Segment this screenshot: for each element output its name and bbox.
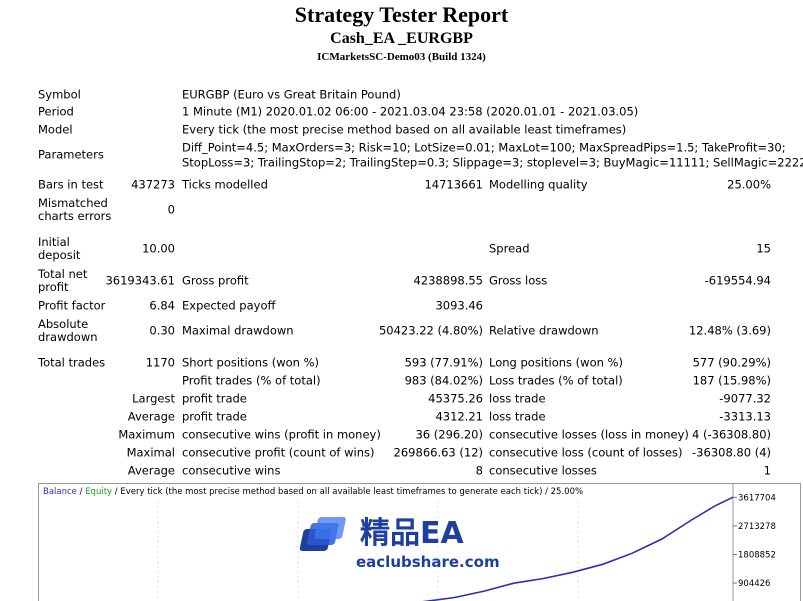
stat-value: -3313.13 (719, 409, 771, 424)
stat-value: 3619343.61 (105, 273, 175, 288)
stat-label: Relative drawdown (489, 323, 599, 338)
stat-value: 983 (84.02%) (404, 373, 483, 388)
report-subtitle: Cash_EA _EURGBP (330, 30, 473, 47)
info-value: StopLoss=3; TrailingStop=2; TrailingStep… (182, 155, 803, 169)
stat-value: Largest (132, 391, 175, 406)
stat-label: consecutive losses (loss in money) (489, 427, 689, 442)
stat-label: Gross profit (182, 273, 249, 288)
stat-value: 0.30 (149, 323, 175, 338)
stat-value: 4 (-36308.80) (692, 427, 771, 442)
legend-text: / (115, 487, 118, 497)
info-value: EURGBP (Euro vs Great Britain Pound) (182, 87, 401, 102)
stat-label: Long positions (won %) (489, 355, 623, 370)
stat-label: Short positions (won %) (182, 355, 320, 370)
legend-text: Every tick (the most precise method base… (120, 487, 583, 497)
stat-value: 50423.22 (4.80%) (378, 323, 483, 338)
stat-value: Average (127, 409, 175, 424)
stat-value: Maximal (126, 445, 175, 460)
server-info: ICMarketsSC-Demo03 (Build 1324) (317, 51, 486, 63)
info-label: Parameters (38, 147, 104, 162)
stat-value: Maximum (118, 427, 175, 442)
stat-value: 187 (15.98%) (692, 373, 771, 388)
stat-value: 577 (90.29%) (692, 355, 771, 370)
legend-text: Balance (43, 487, 77, 497)
stat-label: consecutive loss (count of losses) (489, 445, 683, 460)
graph-legend: Balance / Equity / Every tick (the most … (43, 487, 583, 497)
stat-value: 593 (77.91%) (404, 355, 483, 370)
stat-label: Ticks modelled (182, 177, 268, 192)
stat-label: loss trade (489, 391, 546, 406)
stat-value: 4238898.55 (413, 273, 483, 288)
stat-value: -36308.80 (4) (692, 445, 771, 460)
stat-value: Average (127, 463, 175, 478)
info-value: Every tick (the most precise method base… (182, 122, 627, 137)
stat-label: Maximal drawdown (182, 323, 294, 338)
stat-label: loss trade (489, 409, 546, 424)
info-label: Model (38, 122, 73, 137)
legend-text: / (80, 487, 83, 497)
stat-label: Bars in test (38, 177, 104, 192)
stat-label: Gross loss (489, 273, 548, 288)
stat-value: 0 (167, 202, 175, 217)
stat-label: Mismatched charts errors (38, 196, 112, 223)
stat-value: 45375.26 (428, 391, 483, 406)
stat-value: 1170 (145, 355, 175, 370)
stat-label: Expected payoff (182, 298, 276, 313)
info-value: 1 Minute (M1) 2020.01.02 06:00 - 2021.03… (182, 104, 639, 119)
stat-value: 3093.46 (435, 298, 483, 313)
stat-label: Initial deposit (38, 235, 81, 262)
stat-label: Profit trades (% of total) (182, 373, 321, 388)
stat-value: 4312.21 (435, 409, 483, 424)
stat-label: consecutive wins (182, 463, 281, 478)
balance-line (422, 496, 734, 601)
y-tick-label: 1808852 (738, 550, 776, 560)
stat-value: -9077.32 (719, 391, 771, 406)
stat-value: -619554.94 (704, 273, 771, 288)
balance-graph: Balance / Equity / Every tick (the most … (38, 483, 801, 601)
stat-label: consecutive losses (489, 463, 597, 478)
watermark-site: eaclubshare.com (356, 553, 500, 571)
report-title: Strategy Tester Report (294, 2, 509, 27)
stat-value: 437273 (131, 177, 175, 192)
stat-value: 8 (475, 463, 483, 478)
stat-label: Absolute drawdown (38, 317, 98, 344)
stat-label: Total trades (38, 355, 106, 370)
stat-value: 14713661 (424, 177, 483, 192)
stat-label: consecutive profit (count of wins) (182, 445, 375, 460)
stat-label: Loss trades (% of total) (489, 373, 623, 388)
y-tick-label: 904426 (738, 579, 770, 589)
stat-label: profit trade (182, 409, 247, 424)
info-label: Period (38, 104, 74, 119)
stat-value: 36 (296.20) (415, 427, 483, 442)
stat-value: 1 (763, 463, 771, 478)
y-tick-label: 2713278 (738, 522, 776, 532)
stat-label: profit trade (182, 391, 247, 406)
stat-value: 12.48% (3.69) (688, 323, 771, 338)
stat-value: 15 (756, 241, 771, 256)
legend-text: Equity (85, 487, 112, 497)
stat-value: 269866.63 (12) (393, 445, 483, 460)
watermark-brand: 精品EA (360, 516, 464, 551)
stat-label: Total net profit (38, 267, 88, 294)
watermark-icon (299, 517, 346, 551)
info-label: Symbol (38, 87, 81, 102)
stat-label: Spread (489, 241, 530, 256)
y-tick-label: 3617704 (738, 493, 776, 503)
graph-frame (38, 483, 801, 601)
info-value: Diff_Point=4.5; MaxOrders=3; Risk=10; Lo… (182, 140, 786, 154)
stat-label: consecutive wins (profit in money) (182, 427, 381, 442)
stat-label: Profit factor (38, 298, 106, 313)
stat-value: 6.84 (149, 298, 175, 313)
stat-value: 10.00 (142, 241, 175, 256)
stat-label: Modelling quality (489, 177, 588, 192)
stat-value: 25.00% (727, 177, 771, 192)
